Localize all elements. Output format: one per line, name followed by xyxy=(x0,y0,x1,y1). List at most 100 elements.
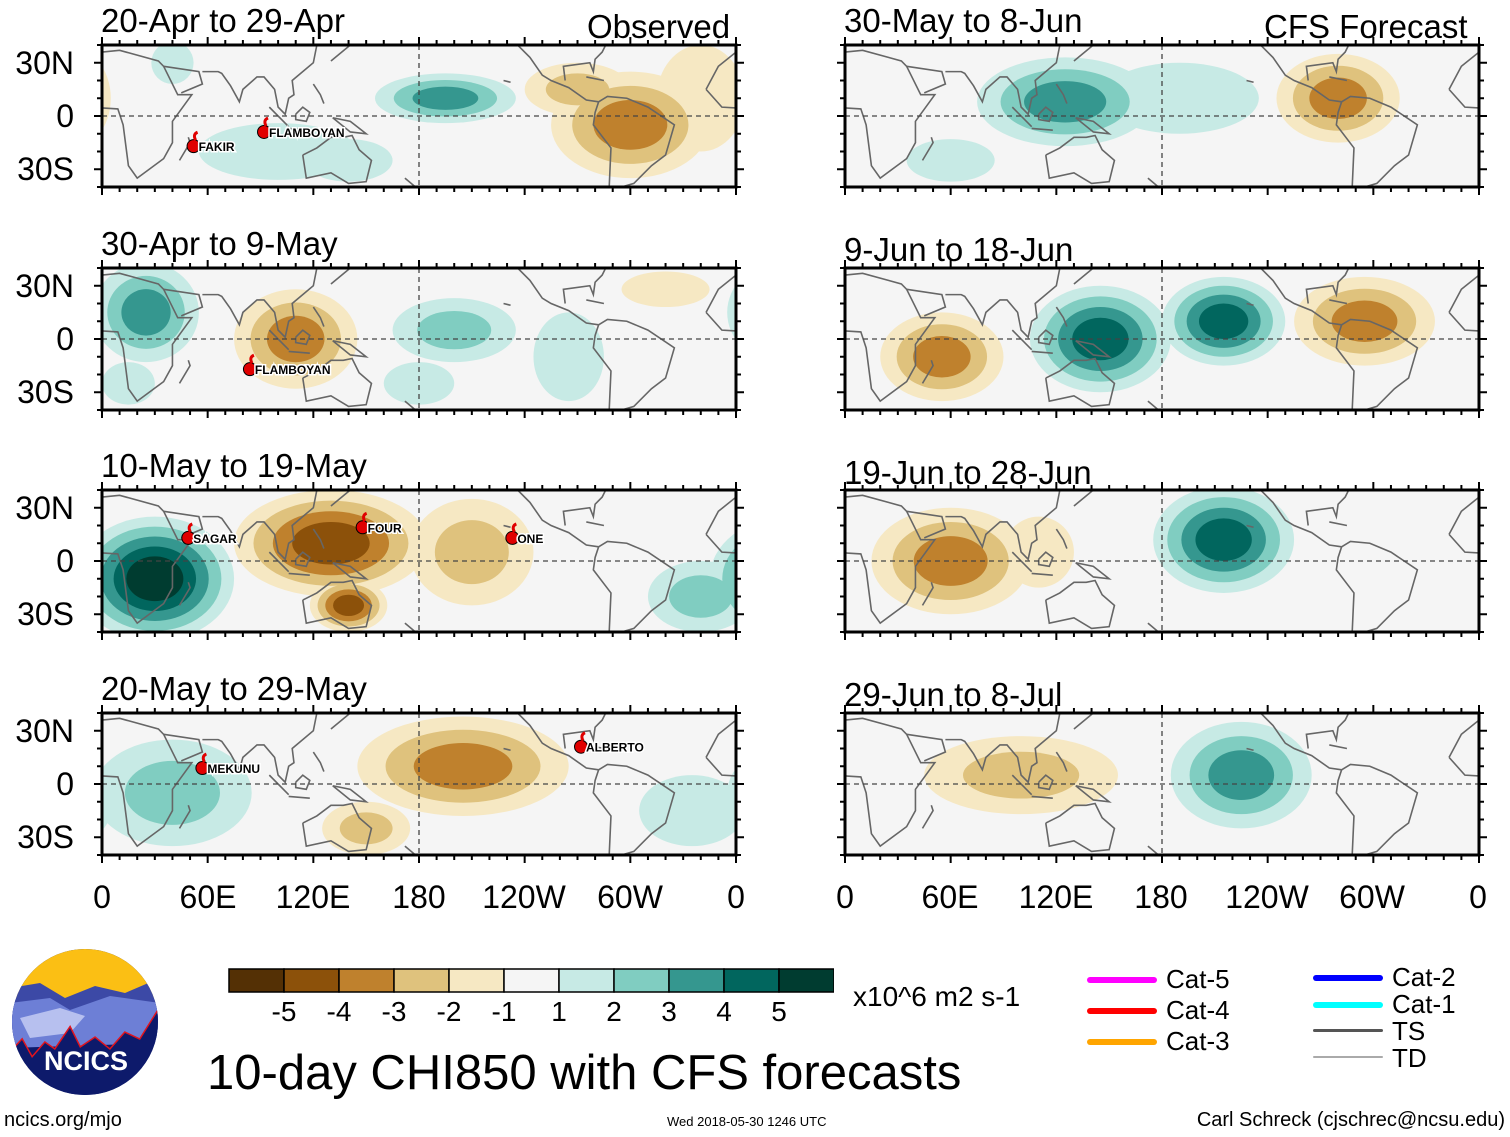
colorbar-label: -1 xyxy=(491,996,517,1027)
positive-anomaly-contour xyxy=(126,556,184,602)
coastline xyxy=(1075,561,1112,580)
coastline xyxy=(1055,306,1068,327)
x-label: 120W xyxy=(482,879,566,915)
coastline xyxy=(312,306,325,327)
x-label: 120E xyxy=(275,879,351,915)
ncics-logo: NCICS xyxy=(12,949,158,1095)
coastline xyxy=(294,106,311,123)
coastline xyxy=(1341,95,1419,187)
observed-label: Observed xyxy=(587,8,731,45)
x-label: 60W xyxy=(597,879,663,915)
coastline xyxy=(1246,747,1254,752)
website-link[interactable]: ncics.org/mjo xyxy=(4,1109,122,1131)
positive-anomaly-contour xyxy=(304,139,393,182)
storm-marker: SAGAR xyxy=(181,522,238,547)
coastline xyxy=(1055,83,1068,104)
logo-text: NCICS xyxy=(44,1046,128,1076)
colorbar-label: -4 xyxy=(326,996,352,1027)
y-label: 0 xyxy=(56,321,74,357)
coastline xyxy=(813,137,824,160)
coastline xyxy=(1055,528,1068,549)
coastline xyxy=(1329,76,1348,82)
coastline xyxy=(1055,751,1068,772)
coastline xyxy=(301,579,373,630)
coastline xyxy=(1335,101,1355,187)
coastline xyxy=(1305,713,1350,749)
storm-name: ONE xyxy=(517,532,543,546)
coastline xyxy=(1305,268,1350,304)
coastline xyxy=(845,49,937,180)
map-panel: MEKUNU ALBERTO xyxy=(94,705,854,863)
x-label: 0 xyxy=(93,879,111,915)
storm-marker: FOUR xyxy=(355,511,403,537)
map-panel: SAGAR FOUR ONE xyxy=(94,482,817,640)
x-label: 120W xyxy=(1225,879,1309,915)
negative-anomaly-contour xyxy=(913,536,988,586)
coastline xyxy=(592,324,612,410)
coastline xyxy=(517,713,599,771)
coastline xyxy=(102,272,194,403)
positive-anomaly-contour xyxy=(533,312,604,402)
x-label: 180 xyxy=(392,879,446,915)
coastline xyxy=(1037,551,1054,568)
positive-anomaly-contour xyxy=(759,761,854,825)
figure-title: 10-day CHI850 with CFS forecasts xyxy=(207,1046,962,1100)
legend-label: Cat-1 xyxy=(1392,989,1456,1019)
coastline xyxy=(945,268,1061,339)
map-panel xyxy=(837,260,1487,418)
coastline xyxy=(1037,106,1054,123)
positive-anomaly-contour xyxy=(1198,303,1249,339)
x-label: 60E xyxy=(179,879,237,915)
y-label: 30N xyxy=(15,489,74,526)
y-label: 0 xyxy=(56,543,74,579)
legend-line-cat-4 xyxy=(1087,1008,1157,1014)
coastline xyxy=(562,45,607,81)
storm-name: MEKUNU xyxy=(207,762,260,776)
storm-name: FAKIR xyxy=(199,140,235,154)
legend-label: TD xyxy=(1392,1043,1427,1073)
positive-anomaly-contour xyxy=(722,547,736,611)
coastline xyxy=(503,302,511,307)
negative-anomaly-contour xyxy=(102,66,111,131)
coastline xyxy=(945,490,1061,561)
coastline xyxy=(1246,79,1254,84)
coastline xyxy=(1075,339,1112,358)
colorbar-swatch xyxy=(723,968,780,993)
coastline xyxy=(586,299,605,305)
coastline xyxy=(1011,551,1033,573)
y-label: 0 xyxy=(56,766,74,802)
coastline xyxy=(1329,521,1348,527)
coastline xyxy=(1073,713,1094,730)
coastline xyxy=(288,795,310,799)
coastline xyxy=(503,747,511,752)
panel-title: 9-Jun to 18-Jun xyxy=(844,231,1074,268)
coastline xyxy=(945,45,1061,116)
coastline xyxy=(330,713,351,730)
coastline xyxy=(1341,318,1419,410)
negative-anomaly-contour xyxy=(621,271,710,308)
legend-label: Cat-4 xyxy=(1166,995,1230,1025)
coastline xyxy=(845,272,937,403)
negative-anomaly-contour xyxy=(413,743,513,790)
colorbar-units: x10^6 m2 s-1 xyxy=(853,981,1021,1012)
storm-marker: MEKUNU xyxy=(195,752,262,778)
positive-anomaly-contour xyxy=(383,362,455,405)
colorbar-swatch xyxy=(503,968,560,993)
colorbar-label: 2 xyxy=(606,996,622,1027)
coastline xyxy=(1305,45,1350,81)
coastline xyxy=(592,546,612,632)
coastline xyxy=(268,551,290,573)
colorbar-swatch xyxy=(393,968,450,993)
positive-anomaly-contour xyxy=(906,139,995,182)
coastline xyxy=(1031,572,1053,576)
coastline xyxy=(921,360,934,384)
coastline xyxy=(1246,524,1254,529)
panel-title: 29-Jun to 8-Jul xyxy=(844,676,1063,713)
coastline xyxy=(330,490,351,507)
positive-anomaly-contour xyxy=(760,556,817,601)
coastline xyxy=(202,490,318,561)
coastline xyxy=(288,572,310,576)
coastline xyxy=(332,784,369,803)
coastline xyxy=(562,268,607,304)
author-credit: Carl Schreck (cjschrec@ncsu.edu) xyxy=(1196,1109,1505,1131)
